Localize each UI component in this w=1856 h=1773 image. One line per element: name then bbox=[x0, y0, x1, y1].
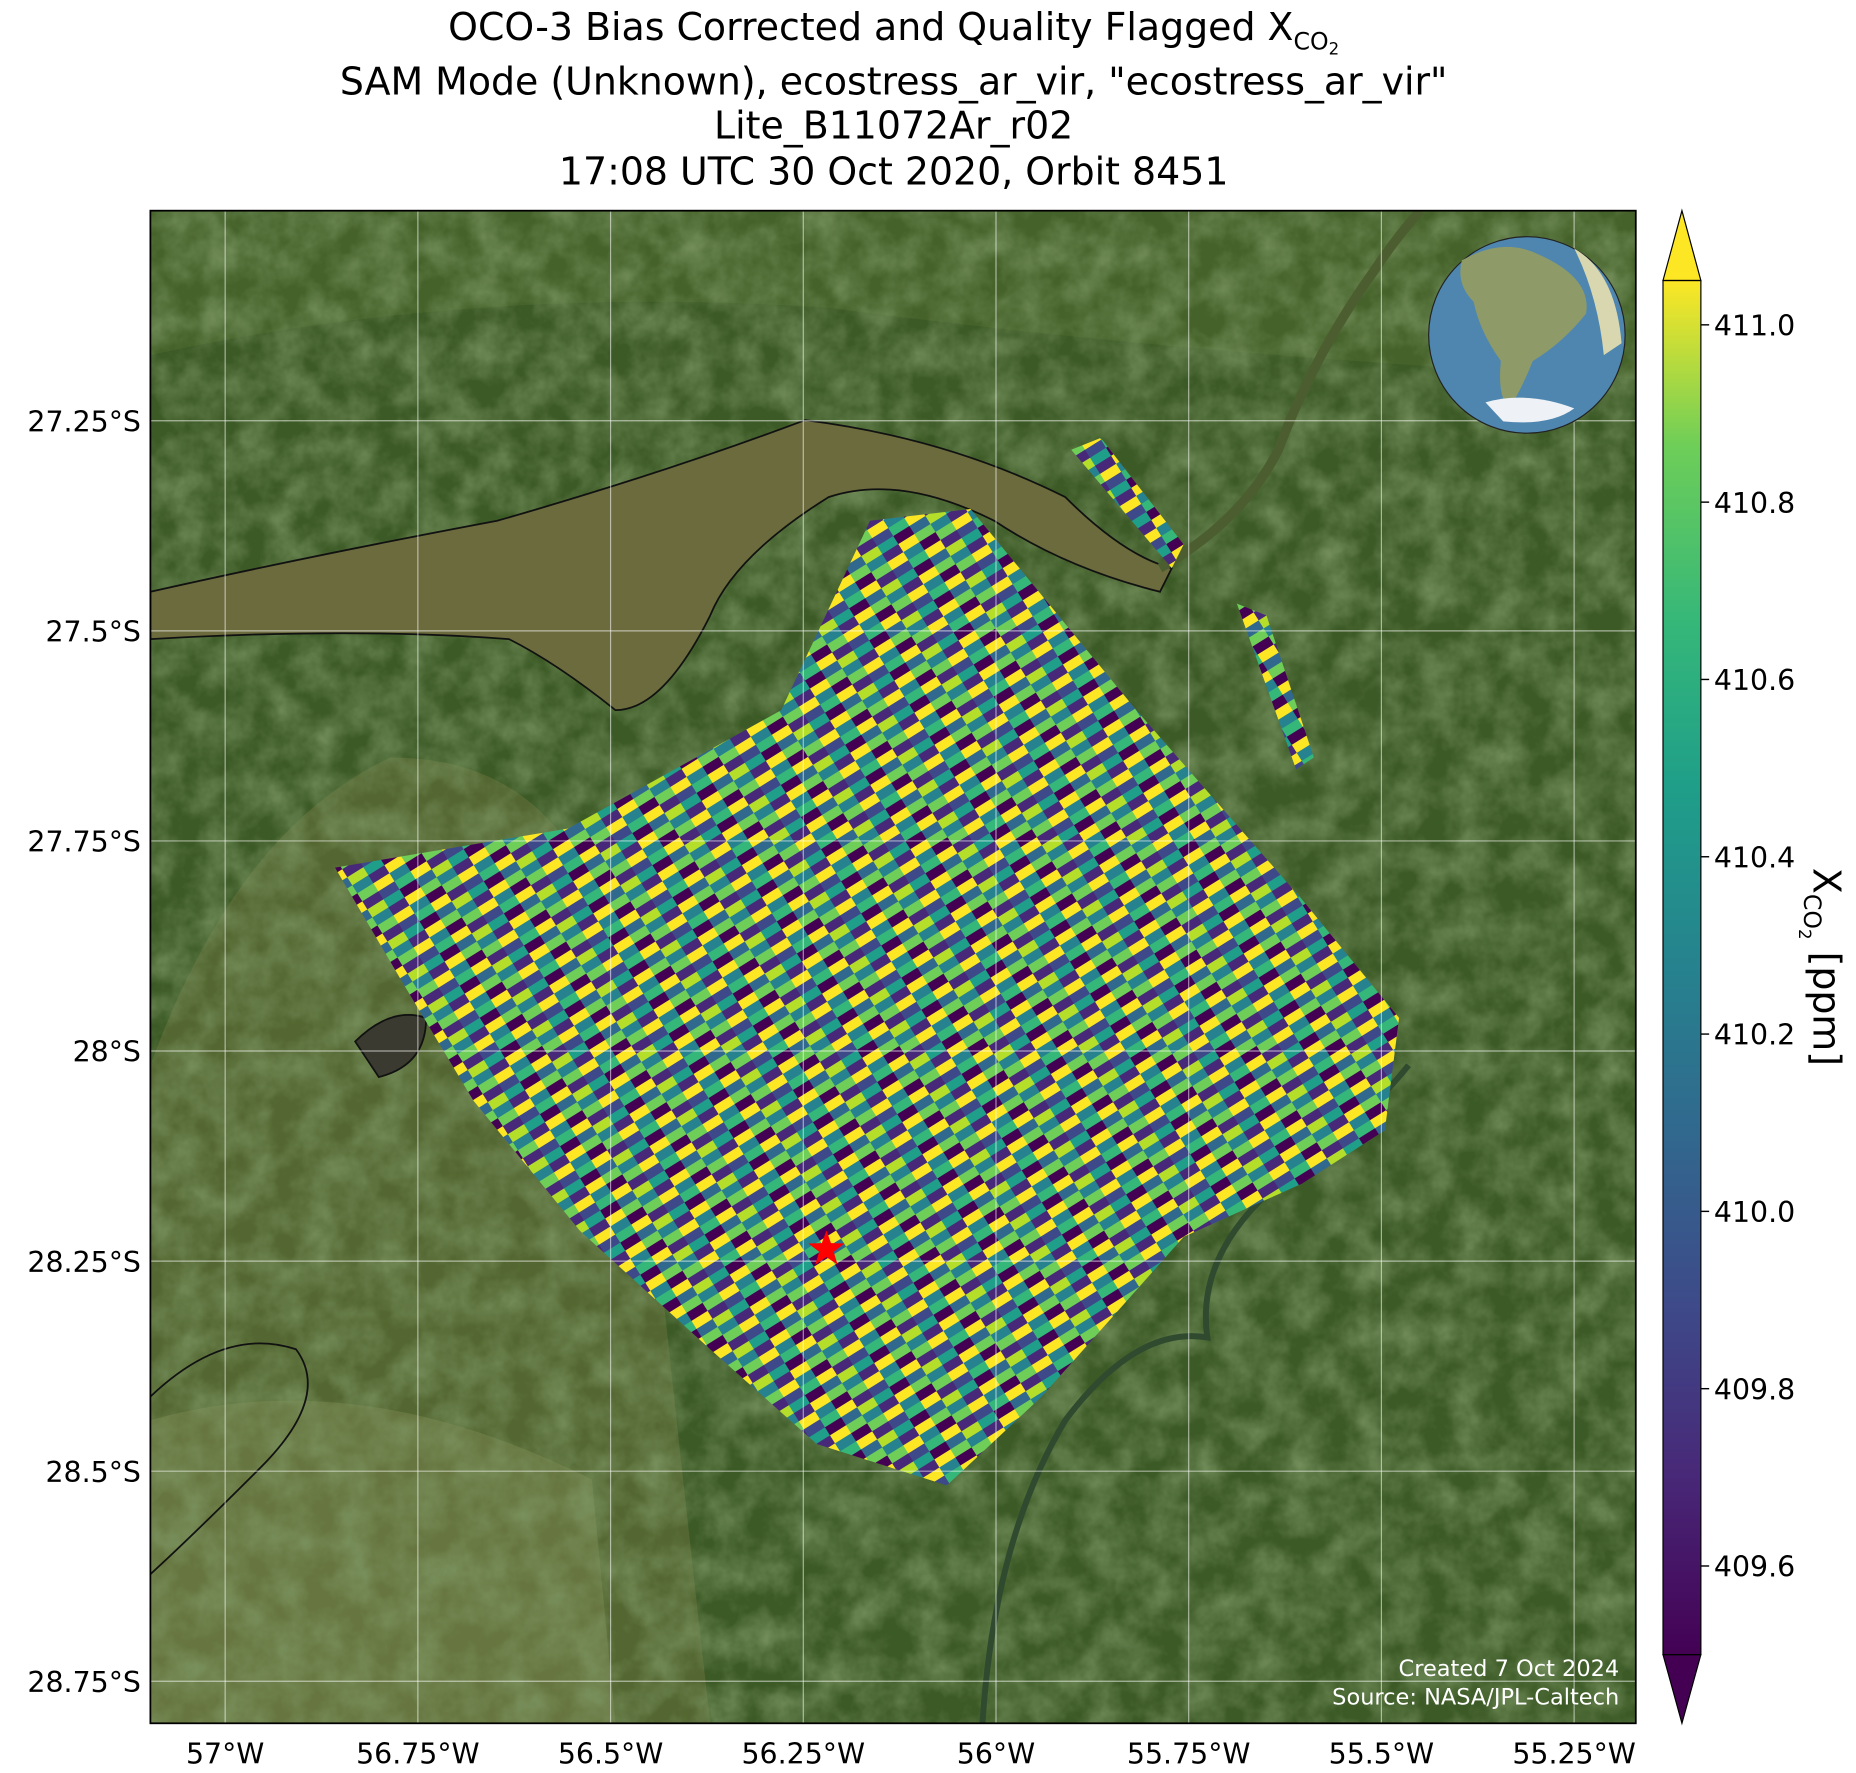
x-tick-label: 56.5°W bbox=[558, 1738, 663, 1771]
y-tick-label: 28.5°S bbox=[45, 1456, 140, 1489]
x-tick-label: 55.25°W bbox=[1512, 1738, 1636, 1771]
river-parana bbox=[150, 419, 1174, 712]
y-tick-label: 28.75°S bbox=[27, 1666, 141, 1699]
title-line-1: OCO-3 Bias Corrected and Quality Flagged… bbox=[448, 5, 1339, 58]
colorbar-tick-label: 410.8 bbox=[1714, 487, 1795, 520]
colorbar-tick-label: 409.6 bbox=[1714, 1551, 1795, 1584]
colorbar bbox=[1662, 208, 1702, 1726]
colorbar-tick-label: 409.8 bbox=[1714, 1373, 1795, 1406]
title-line-4: 17:08 UTC 30 Oct 2020, Orbit 8451 bbox=[559, 150, 1229, 194]
map-area: Created 7 Oct 2024 Source: NASA/JPL-Calt… bbox=[150, 210, 1636, 1724]
globe-land bbox=[1460, 246, 1587, 409]
y-tick-label: 27.75°S bbox=[27, 826, 141, 859]
x-tick-label: 56.25°W bbox=[742, 1738, 866, 1771]
colorbar-tick-label: 410.4 bbox=[1714, 841, 1795, 874]
title-line-3: Lite_B11072Ar_r02 bbox=[714, 103, 1073, 147]
colorbar-label: XCO2 [ppm] bbox=[1795, 868, 1848, 1066]
colorbar-frame bbox=[1662, 279, 1702, 1656]
inset-globe bbox=[1428, 236, 1626, 434]
map-frame bbox=[149, 209, 1637, 1725]
colorbar-tick-label: 410.2 bbox=[1714, 1019, 1795, 1052]
x-tick-label: 55.5°W bbox=[1329, 1738, 1434, 1771]
colorbar-extend-max bbox=[1662, 208, 1702, 282]
globe-land bbox=[1574, 248, 1622, 356]
colorbar-body bbox=[1663, 280, 1701, 1655]
title-line-2: SAM Mode (Unknown), ecostress_ar_vir, "e… bbox=[340, 60, 1448, 104]
x-tick-label: 55.75°W bbox=[1127, 1738, 1251, 1771]
y-tick-label: 28°S bbox=[73, 1036, 141, 1069]
target-star bbox=[808, 1230, 845, 1265]
colorbar-tick-label: 410.0 bbox=[1714, 1196, 1795, 1229]
y-tick-label: 27.5°S bbox=[45, 615, 140, 648]
grid bbox=[150, 210, 1636, 1724]
target-layer bbox=[808, 1230, 845, 1265]
river bbox=[1157, 210, 1424, 573]
sounding-swath bbox=[1071, 437, 1184, 569]
colorbar-tick-label: 411.0 bbox=[1714, 309, 1795, 342]
colorbar-tick-label: 410.6 bbox=[1714, 664, 1795, 697]
sounding-swath bbox=[335, 508, 1400, 1486]
y-tick-label: 28.25°S bbox=[27, 1246, 141, 1279]
credit-created: Created 7 Oct 2024 bbox=[1399, 1656, 1620, 1682]
y-tick-label: 27.25°S bbox=[27, 405, 141, 438]
x-tick-label: 56°W bbox=[957, 1738, 1035, 1771]
credit-source: Source: NASA/JPL-Caltech bbox=[1332, 1684, 1619, 1710]
globe-ice bbox=[1485, 397, 1575, 423]
sounding-swath bbox=[1236, 603, 1314, 770]
x-tick-label: 56.75°W bbox=[356, 1738, 480, 1771]
contour bbox=[150, 1342, 309, 1575]
x-tick-label: 57°W bbox=[186, 1738, 264, 1771]
colorbar-extend-min bbox=[1662, 1654, 1702, 1726]
